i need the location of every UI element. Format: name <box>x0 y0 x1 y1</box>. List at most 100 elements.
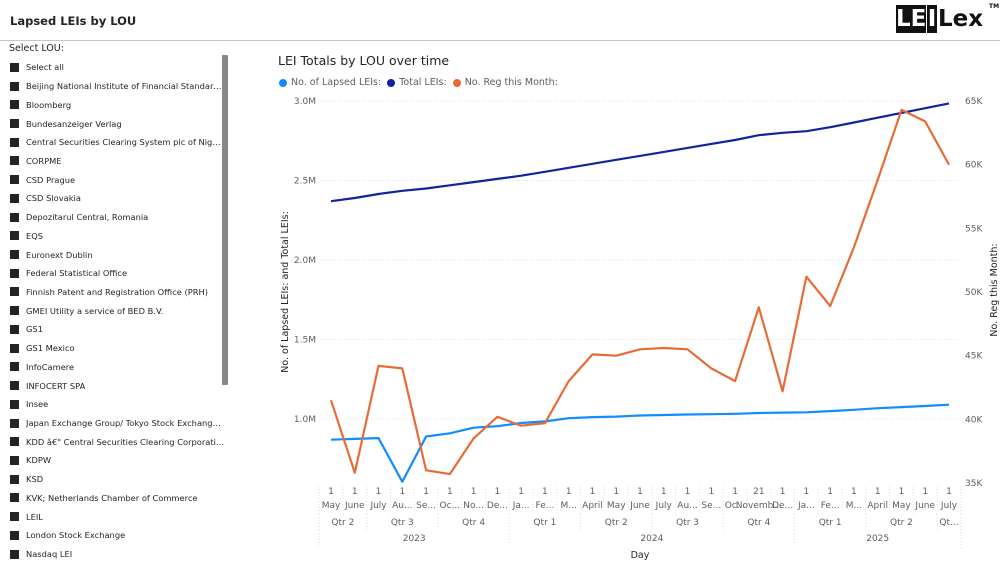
x-month-label: May <box>607 501 626 511</box>
slicer-item[interactable]: CSD Prague <box>10 170 225 189</box>
slicer-item[interactable]: GMEI Utility a service of BED B.V. <box>10 301 225 320</box>
slicer-item[interactable]: Federal Statistical Office <box>10 264 225 283</box>
x-quarter-label: Qtr 2 <box>605 518 628 528</box>
slicer-item[interactable]: Insee <box>10 395 225 414</box>
slicer-item[interactable]: Depozitarul Central, Romania <box>10 208 225 227</box>
checkbox-icon[interactable] <box>10 268 19 278</box>
checkbox-icon[interactable] <box>10 231 19 241</box>
x-day-label: 1 <box>804 487 810 497</box>
logo-lex: Lex <box>938 6 984 32</box>
series-line-reg <box>329 108 950 476</box>
checkbox-icon[interactable] <box>10 62 19 72</box>
slicer-item[interactable]: KDPW <box>10 451 225 470</box>
x-month-label: May <box>892 501 911 511</box>
x-day-label: 1 <box>613 487 619 497</box>
x-month-label: Oc... <box>440 501 461 511</box>
checkbox-icon[interactable] <box>10 100 19 110</box>
series-line-lapsed <box>330 403 950 483</box>
slicer-item[interactable]: Central Securities Clearing System plc o… <box>10 133 225 152</box>
x-month-label: Ja... <box>512 501 530 511</box>
legend-item-reg[interactable]: No. Reg this Month: <box>452 77 558 88</box>
slicer-item[interactable]: GS1 <box>10 320 225 339</box>
x-day-label: 1 <box>637 487 643 497</box>
logo-i: I <box>927 5 937 33</box>
x-month-label: Fe... <box>821 501 840 511</box>
checkbox-icon[interactable] <box>10 287 19 297</box>
legend-item-lapsed[interactable]: No. of Lapsed LEIs: <box>279 77 381 88</box>
x-quarter-label: Qt... <box>939 518 958 528</box>
slicer-item[interactable]: Select all <box>10 58 225 77</box>
x-month-label: No... <box>463 501 484 511</box>
slicer-item[interactable]: Bloomberg <box>10 95 225 114</box>
slicer-item[interactable]: KDD â€" Central Securities Clearing Corp… <box>10 432 225 451</box>
y-axis-title: No. of Lapsed LEIs: and Total LEIs: <box>280 211 291 373</box>
checkbox-icon[interactable] <box>10 530 19 540</box>
x-day-label: 1 <box>732 487 738 497</box>
x-quarter-label: Qtr 3 <box>391 518 414 528</box>
y2-tick-label: 35K <box>965 479 983 489</box>
slicer-item[interactable]: KSD <box>10 470 225 489</box>
checkbox-icon[interactable] <box>10 137 19 147</box>
x-day-label: 1 <box>447 487 453 497</box>
slicer-item[interactable]: Beijing National Institute of Financial … <box>10 77 225 96</box>
checkbox-icon[interactable] <box>10 212 19 222</box>
checkbox-icon[interactable] <box>10 399 19 409</box>
x-day-label: 1 <box>899 487 905 497</box>
checkbox-icon[interactable] <box>10 512 19 522</box>
x-day-label: 1 <box>827 487 833 497</box>
x-day-label: 1 <box>946 487 952 497</box>
checkbox-icon[interactable] <box>10 362 19 372</box>
x-month-label: July <box>940 501 958 511</box>
slicer-item[interactable]: Finnish Patent and Registration Office (… <box>10 283 225 302</box>
checkbox-icon[interactable] <box>10 156 19 166</box>
slicer-item[interactable]: CORPME <box>10 152 225 171</box>
x-month-label: Au... <box>392 501 412 511</box>
slicer-item[interactable]: KVK; Netherlands Chamber of Commerce <box>10 489 225 508</box>
legend-item-total[interactable]: Total LEIs: <box>387 77 447 88</box>
y-tick-label: 2.0M <box>294 256 316 266</box>
slicer-item[interactable]: LEIL <box>10 507 225 526</box>
y-tick-label: 3.0M <box>294 97 316 107</box>
slicer-scrollbar[interactable] <box>222 55 228 385</box>
checkbox-icon[interactable] <box>10 119 19 129</box>
checkbox-icon[interactable] <box>10 474 19 484</box>
checkbox-icon[interactable] <box>10 306 19 316</box>
legend-dot-lapsed <box>279 78 287 87</box>
checkbox-icon[interactable] <box>10 493 19 503</box>
slicer-item[interactable]: Nasdaq LEI <box>10 545 225 563</box>
x-day-label: 21 <box>753 487 764 497</box>
checkbox-icon[interactable] <box>10 455 19 465</box>
checkbox-icon[interactable] <box>10 81 19 91</box>
checkbox-icon[interactable] <box>10 324 19 334</box>
x-day-label: 1 <box>328 487 334 497</box>
slicer-item[interactable]: London Stock Exchange <box>10 526 225 545</box>
slicer-item[interactable]: InfoCamere <box>10 358 225 377</box>
slicer-item[interactable]: Euronext Dublin <box>10 245 225 264</box>
slicer-item[interactable]: CSD Slovakia <box>10 189 225 208</box>
x-year-label: 2025 <box>866 534 889 544</box>
x-day-label: 1 <box>780 487 786 497</box>
checkbox-icon[interactable] <box>10 418 19 428</box>
legend-dot-reg <box>452 78 461 87</box>
slicer-item[interactable]: EQS <box>10 226 225 245</box>
x-month-label: Au... <box>677 501 697 511</box>
x-day-label: 1 <box>471 487 477 497</box>
slicer-item[interactable]: GS1 Mexico <box>10 339 225 358</box>
slicer-item[interactable]: Japan Exchange Group/ Tokyo Stock Exchan… <box>10 414 225 433</box>
checkbox-icon[interactable] <box>10 250 19 260</box>
checkbox-icon[interactable] <box>10 437 19 447</box>
x-quarter-label: Qtr 1 <box>533 518 556 528</box>
y-tick-label: 1.0M <box>294 415 316 425</box>
checkbox-icon[interactable] <box>10 175 19 185</box>
x-month-label: July <box>655 501 673 511</box>
x-day-label: 1 <box>708 487 714 497</box>
checkbox-icon[interactable] <box>10 549 19 559</box>
checkbox-icon[interactable] <box>10 381 19 391</box>
checkbox-icon[interactable] <box>10 193 19 203</box>
slicer-item[interactable]: INFOCERT SPA <box>10 376 225 395</box>
slicer-item[interactable]: Bundesanzeiger Verlag <box>10 114 225 133</box>
checkbox-icon[interactable] <box>10 343 19 353</box>
x-day-label: 1 <box>590 487 596 497</box>
y2-tick-label: 65K <box>965 97 983 107</box>
